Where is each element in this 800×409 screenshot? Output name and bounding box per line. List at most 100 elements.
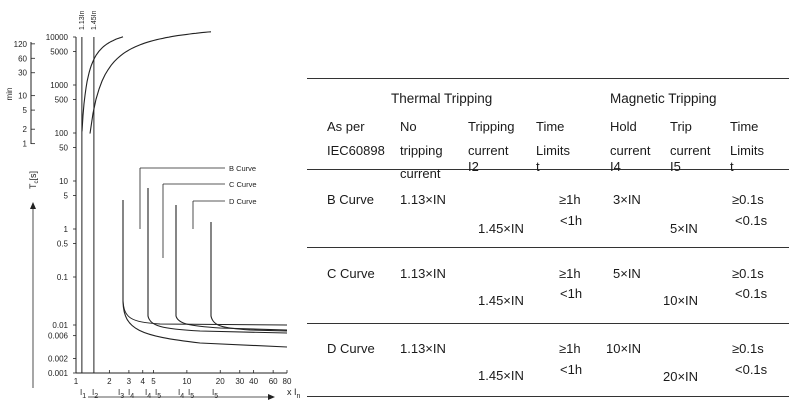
chart-labels: 10000 5000 1000 500 100 50 10 5 1 0.5 0.1 0.01 0.006… — [5, 10, 300, 400]
x-current-main: I — [212, 388, 214, 397]
row-b-no-trip: 1.13×IN — [400, 192, 446, 207]
y-tick-label: 0.001 — [48, 369, 69, 378]
x-current-sub: 5 — [214, 393, 218, 400]
row-c-t2b: <0.1s — [735, 286, 768, 301]
minutes-axis-label: min — [5, 88, 14, 101]
x-tick-label: 1 — [74, 377, 79, 386]
x-current-main: I — [80, 388, 82, 397]
x-current-sub: 4 — [180, 393, 184, 400]
x-current-main: I — [178, 388, 180, 397]
x-current-sub: 4 — [147, 393, 151, 400]
x-current-main: I — [155, 388, 157, 397]
col-time1-3: t — [536, 159, 540, 174]
tripping-curve-chart: 10000 5000 1000 500 100 50 10 5 1 0.5 0.1 0.01 0.006… — [5, 10, 300, 400]
legend-label: B Curve — [229, 164, 256, 173]
x-arrow-head — [268, 394, 275, 400]
y-tick-label: 0.5 — [57, 239, 69, 248]
col-hold-3: I4 — [610, 159, 621, 174]
row-d-t1b: <1h — [560, 362, 583, 377]
thermal-curve-upper — [89, 31, 212, 134]
row-b-hold: 3×IN — [613, 192, 641, 207]
d-curve-magnetic — [210, 222, 288, 332]
row-b-t2a: ≥0.1s — [732, 192, 764, 207]
table-rule-row2 — [307, 323, 789, 324]
min-tick-label: 5 — [23, 106, 28, 115]
marker-label-1.13In: 1.13In — [79, 10, 86, 30]
row-d-trip-mag: 20×IN — [663, 369, 699, 384]
x-tick-label: 10 — [182, 377, 191, 386]
min-tick-label: 1 — [23, 140, 28, 149]
table-rule-bottom — [307, 396, 789, 397]
y-axis-title: Tc[s] — [28, 171, 40, 189]
row-c-t1a: ≥1h — [559, 266, 581, 281]
b-curve-magnetic-inner — [122, 299, 288, 326]
col-tripping-3: I2 — [468, 159, 479, 174]
min-tick-label: 30 — [18, 69, 27, 78]
x-current-label: I4 — [128, 388, 134, 400]
table-rule-row1 — [307, 247, 789, 248]
x-tick-label: 5 — [151, 377, 156, 386]
x-current-main: I — [118, 388, 120, 397]
x-current-sub: 3 — [120, 393, 124, 400]
x-current-main: I — [145, 388, 147, 397]
row-d-no-trip: 1.13×IN — [400, 341, 446, 356]
row-c-trip: 1.45×IN — [478, 293, 524, 308]
row-b-t1b: <1h — [560, 213, 583, 228]
row-d-trip: 1.45×IN — [478, 368, 524, 383]
col-time2-3: t — [730, 159, 734, 174]
col-hold-2: current — [610, 143, 651, 158]
x-current-sub: 4 — [130, 393, 134, 400]
legend-label: D Curve — [229, 197, 257, 206]
x-current-label: I1 — [80, 388, 86, 400]
col-time1-1: Time — [536, 119, 565, 134]
y-tick-label: 100 — [55, 129, 69, 138]
y-tick-label: 50 — [59, 143, 68, 152]
row-b-name: B Curve — [327, 192, 374, 207]
row-b-trip: 1.45×IN — [478, 221, 524, 236]
x-current-sub: 5 — [190, 393, 194, 400]
x-tick-label: 60 — [269, 377, 278, 386]
c-curve-magnetic — [147, 188, 288, 334]
y-tick-label: 0.1 — [57, 273, 69, 282]
col-no-trip-2: tripping — [400, 143, 443, 158]
row-d-t2b: <0.1s — [735, 362, 768, 377]
x-current-sub: 5 — [157, 393, 161, 400]
min-tick-label: 60 — [18, 54, 27, 63]
x-tick-label: 2 — [107, 377, 112, 386]
group-header-thermal: Thermal Tripping — [391, 91, 493, 106]
x-title-sub: n — [297, 393, 300, 400]
y-tick-label: 1000 — [50, 81, 68, 90]
y-tick-label: 5 — [64, 191, 69, 200]
x-current-sub: 2 — [94, 393, 98, 400]
col-as-per-2: IEC60898 — [327, 143, 385, 158]
col-hold-1: Hold — [610, 119, 637, 134]
y-tick-label: 0.002 — [48, 355, 69, 364]
chart-curves — [81, 31, 288, 373]
x-current-label: I5 — [155, 388, 161, 400]
tripping-characteristics-table: Thermal Tripping Magnetic Tripping As pe… — [307, 78, 789, 398]
col-no-trip-3: current — [400, 166, 441, 181]
min-tick-label: 10 — [18, 92, 27, 101]
y-tick-label: 0.006 — [48, 332, 69, 341]
y-tick-label: 1 — [64, 225, 69, 234]
row-c-t2a: ≥0.1s — [732, 266, 764, 281]
col-tripping-1: Tripping — [468, 119, 515, 134]
y-title-unit: [s] — [28, 171, 38, 181]
row-c-t1b: <1h — [560, 286, 583, 301]
group-header-magnetic: Magnetic Tripping — [610, 91, 717, 106]
row-d-t1a: ≥1h — [559, 341, 581, 356]
col-time2-2: Limits — [730, 143, 764, 158]
legend-label: C Curve — [229, 180, 257, 189]
row-c-hold: 5×IN — [613, 266, 641, 281]
x-tick-label: 3 — [127, 377, 132, 386]
x-title-main: x I — [287, 387, 297, 397]
row-c-no-trip: 1.13×IN — [400, 266, 446, 281]
x-current-label: I5 — [188, 388, 194, 400]
x-current-label: I5 — [212, 388, 218, 400]
x-current-main: I — [188, 388, 190, 397]
y-tick-label: 5000 — [50, 47, 68, 56]
y-arrow-head — [30, 202, 36, 209]
x-current-main: I — [92, 388, 94, 397]
y-tick-label: 0.01 — [52, 321, 68, 330]
row-b-t2b: <0.1s — [735, 213, 768, 228]
